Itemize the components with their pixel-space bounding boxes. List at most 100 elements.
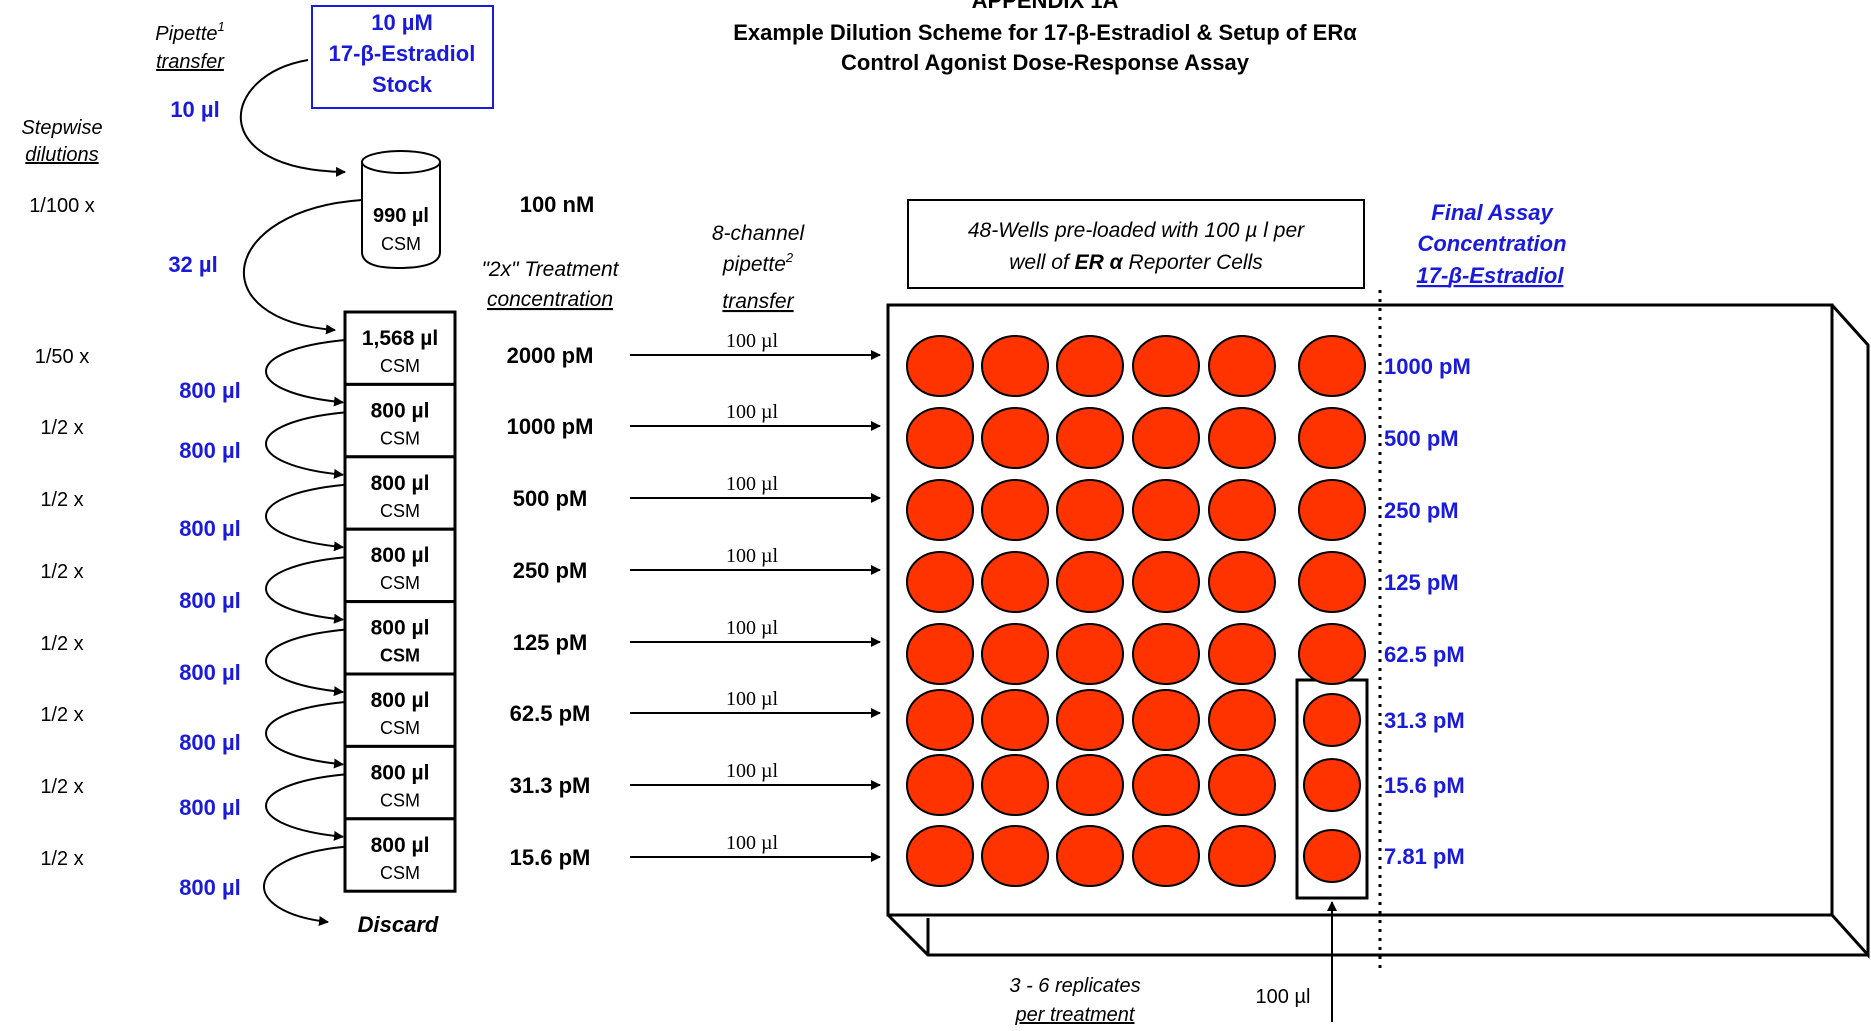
treatment-concentration: 62.5 pM	[510, 701, 591, 726]
well	[906, 689, 974, 751]
treatment-header: "2x" Treatment concentration	[481, 258, 619, 311]
dilution-tube	[343, 744, 457, 821]
tube-medium: CSM	[380, 428, 420, 448]
beaker-concentration: 100 nM	[520, 192, 595, 217]
well	[1208, 551, 1276, 613]
stock-box	[311, 5, 494, 109]
stock-line-1: 10 µM	[371, 10, 433, 35]
serial-transfer-arrow	[265, 556, 346, 624]
serial-transfer-arrow	[263, 845, 346, 926]
serial-transfer-arrow	[265, 628, 346, 697]
dilution-factor: 1/2 x	[40, 561, 83, 583]
dilution-tube	[343, 455, 457, 531]
tube-medium: CSM	[380, 863, 420, 883]
well	[1132, 335, 1200, 397]
tube-medium: CSM	[380, 646, 420, 666]
well	[1208, 479, 1276, 541]
tube-volume: 800 µl	[371, 761, 430, 784]
well	[981, 407, 1049, 469]
serial-transfer-arrow	[265, 411, 346, 479]
serial-transfer-arrow	[265, 773, 346, 841]
tube-volume: 1,568 µl	[362, 327, 438, 350]
discard-label: Discard	[358, 912, 439, 937]
channel-header-line-3: transfer	[722, 290, 794, 313]
title-line-2: Example Dilution Scheme for 17-β-Estradi…	[733, 20, 1357, 45]
well	[1132, 623, 1200, 685]
tube-volume: 800 µl	[371, 689, 430, 712]
dilution-factor: 1/2 x	[40, 704, 83, 726]
stock-line-3: Stock	[372, 72, 433, 97]
dilution-tube	[343, 310, 457, 386]
serial-transfer-volume: 800 µl	[179, 795, 241, 820]
well	[1303, 829, 1361, 883]
stepwise-line-1: Stepwise	[21, 117, 102, 139]
tube-volume: 800 µl	[371, 399, 430, 422]
dilution-factor: 1/2 x	[40, 848, 83, 870]
well	[1298, 335, 1366, 397]
tube-volume: 800 µl	[371, 834, 430, 857]
well	[906, 623, 974, 685]
well	[1208, 825, 1276, 887]
final-concentration: 125 pM	[1384, 570, 1459, 595]
well	[1208, 754, 1276, 816]
well	[1208, 623, 1276, 685]
well	[1298, 479, 1366, 541]
final-concentration: 31.3 pM	[1384, 708, 1465, 733]
transfer-volume: 100 µl	[726, 760, 779, 782]
treatment-concentration: 125 pM	[513, 630, 588, 655]
well	[1056, 825, 1124, 887]
serial-transfer-volume: 800 µl	[179, 588, 241, 613]
stock-line-2: 17-β-Estradiol	[329, 41, 476, 66]
treatment-concentration: 250 pM	[513, 558, 588, 583]
treatment-concentration: 2000 pM	[507, 343, 594, 368]
pipette-label: Pipette1	[155, 19, 225, 45]
replicates-note: 3 - 6 replicates per treatment	[1009, 975, 1140, 1026]
tube-volume: 800 µl	[371, 617, 430, 640]
tube-medium: CSM	[380, 718, 420, 738]
beaker-body	[361, 162, 441, 270]
dilution-tubes: 1,568 µl CSM 800 µl CSM 800 µl CSM 800 µl CSM 80…	[343, 310, 457, 893]
well	[1208, 335, 1276, 397]
well	[1132, 551, 1200, 613]
stock-label: 10 µM 17-β-Estradiol Stock	[329, 10, 476, 97]
transfer-volume: 100 µl	[726, 473, 779, 495]
final-header: Final Assay Concentration 17-β-Estradiol	[1417, 200, 1567, 288]
pipette-label-2: transfer	[156, 51, 225, 73]
plate-info-box	[907, 199, 1365, 289]
well	[1056, 479, 1124, 541]
treatment-header-line-2: concentration	[487, 288, 613, 311]
transfer-volume: 100 µl	[726, 617, 779, 639]
channel-header: 8-channel pipette2 transfer	[712, 222, 806, 313]
serial-transfer-volume: 800 µl	[179, 438, 241, 463]
well	[1208, 407, 1276, 469]
plate-info-text: 48-Wells pre-loaded with 100 µ l per wel…	[968, 219, 1305, 274]
dilution-factor: 1/2 x	[40, 776, 83, 798]
final-header-line-2: Concentration	[1417, 231, 1566, 256]
well	[906, 479, 974, 541]
dilution-factor: 1/2 x	[40, 633, 83, 655]
treatment-concentration: 1000 pM	[507, 414, 594, 439]
beaker-rim	[361, 150, 441, 174]
tube-medium: CSM	[380, 573, 420, 593]
final-concentration: 15.6 pM	[1384, 773, 1465, 798]
stepwise-line-2: dilutions	[25, 144, 98, 166]
appendix-title: APPENDIX 1A Example Dilution Scheme for …	[733, 0, 1357, 75]
tube-medium: CSM	[380, 501, 420, 521]
well	[1132, 407, 1200, 469]
replicates-line-1: 3 - 6 replicates	[1009, 975, 1140, 997]
pipette-volume: 10 µl	[170, 97, 219, 122]
well	[1056, 754, 1124, 816]
dilution-tube	[343, 817, 457, 893]
title-line-3: Control Agonist Dose-Response Assay	[841, 50, 1250, 75]
treatment-concentration: 15.6 pM	[510, 845, 591, 870]
plate-bottom-edge	[886, 913, 1868, 957]
title-line-1: APPENDIX 1A	[972, 0, 1119, 13]
beaker-dilution: 1/100 x	[29, 195, 95, 217]
well	[1056, 551, 1124, 613]
well	[1132, 689, 1200, 751]
treatment-header-line-1: "2x" Treatment	[481, 258, 619, 281]
well	[1056, 407, 1124, 469]
replicates-volume: 100 µl	[1256, 986, 1311, 1008]
tube-volume: 800 µl	[371, 472, 430, 495]
